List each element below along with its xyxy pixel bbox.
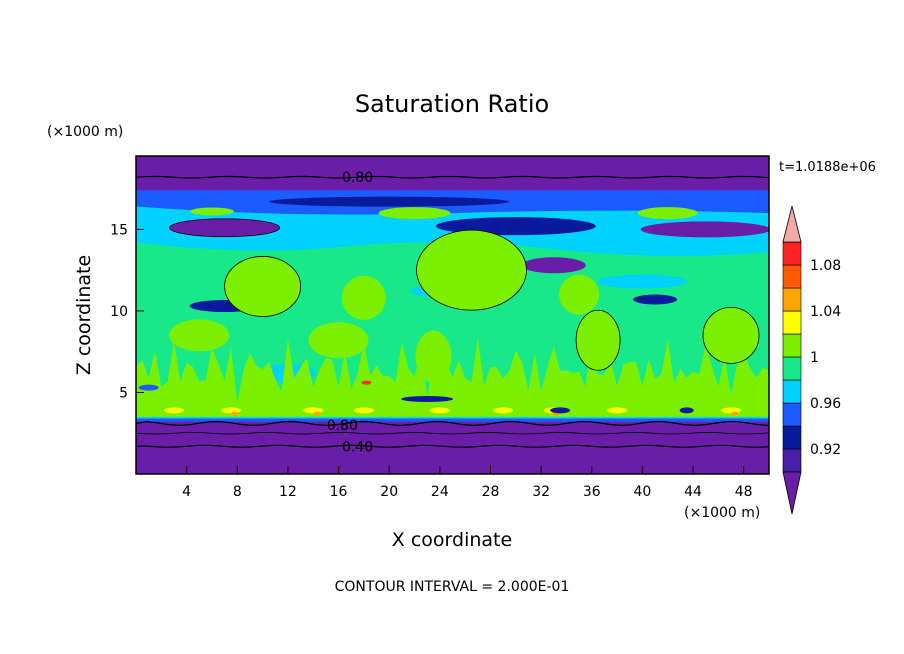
deep-blue-streak [550,407,571,414]
orange-speck [313,411,322,416]
contour-label: 0.80 [342,170,373,186]
deep-blue-streak [269,196,510,207]
x-tick-label: 8 [233,484,242,500]
blue-streak [138,384,159,391]
contour-line [224,256,302,317]
colorbar-swatch [782,356,802,381]
deep-blue-streak [679,407,694,414]
contour-line-060 [136,432,769,435]
lime-pocket [637,207,698,220]
colorbar-swatch [782,402,802,427]
yellow-speck [493,407,514,414]
x-tick-label: 24 [431,484,449,500]
colorbar-swatch [782,241,802,266]
lime-cloud [559,274,600,315]
cyan-patch [597,274,688,289]
deep-blue-pocket [633,294,678,305]
y-tick-label: 5 [119,385,128,401]
x-tick-label: 40 [633,484,651,500]
colorbar-swatch [782,448,802,473]
colorbar-under-triangle [782,471,802,515]
colorbar-tick-label: 1.04 [810,304,841,320]
x-axis-unit: (×1000 m) [684,505,760,521]
dry-streak [640,221,769,238]
contour-interval-footer: CONTOUR INTERVAL = 2.000E-01 [335,579,570,595]
yellow-speck [163,407,184,414]
x-tick-label: 4 [182,484,191,500]
lime-cloud [703,307,760,364]
dry-streak [169,218,280,237]
colorbar-tick-label: 0.92 [810,442,841,458]
contour-line-lower [136,420,769,427]
contour-line [169,218,281,238]
lime-plumes [136,337,769,417]
lime-cloud [308,322,369,359]
y-tick-label: 10 [110,304,128,320]
colorbar-swatch [782,264,802,289]
lime-pocket [378,207,451,220]
x-axis-label: X coordinate [392,529,512,551]
contour-label: 0.40 [342,439,373,455]
y-tick-label: 15 [110,222,128,238]
lime-pocket [189,207,234,216]
x-tick-label: 12 [279,484,297,500]
x-tick-label: 48 [735,484,753,500]
lime-cloud [416,230,527,311]
colorbar-swatch [782,379,802,404]
red-speck [361,380,372,385]
lime-cloud [341,275,386,320]
lime-cloud [576,310,621,371]
dry-pocket [521,257,586,274]
y-axis-unit: (×1000 m) [47,124,123,140]
contour-line-upper [136,175,769,179]
contour-line [416,229,527,311]
x-tick-label: 28 [482,484,500,500]
contour-line [575,309,621,371]
yellow-speck [429,407,450,414]
x-tick-label: 16 [330,484,348,500]
chart-title: Saturation Ratio [355,90,549,118]
x-tick-label: 32 [532,484,550,500]
orange-speck [230,411,239,416]
colorbar-swatch [782,333,802,358]
colorbar: 1.08 1.04 1 0.96 0.92 [782,205,841,515]
colorbar-swatch [782,425,802,450]
x-axis-ticks: 4 8 12 16 20 24 28 32 36 40 44 48 [182,466,753,500]
saturation-field [136,156,769,474]
y-axis-label: Z coordinate [73,255,95,375]
orange-speck [730,411,739,416]
contour-label: 0.80 [327,418,358,434]
y-axis-ticks: 5 10 15 [110,222,144,401]
yellow-speck [607,407,628,414]
lower-dry-band [136,421,769,474]
contour-labels: 0.80 0.80 0.40 [327,170,373,455]
x-tick-label: 20 [380,484,398,500]
yellow-speck [353,407,374,414]
lime-cloud [169,319,230,352]
colorbar-swatch [782,310,802,335]
colorbar-tick-label: 1.08 [810,258,841,274]
plot-frame [135,155,770,475]
lime-cloud [224,256,301,317]
colorbar-over-triangle [782,205,802,243]
contour-line-040 [136,444,769,448]
contour-line [702,306,760,364]
colorbar-swatch [782,287,802,312]
colorbar-tick-label: 0.96 [810,396,841,412]
time-label: t=1.0188e+06 [779,160,876,175]
x-tick-label: 44 [684,484,702,500]
deep-blue-streak [401,395,454,402]
colorbar-tick-label: 1 [810,350,819,366]
x-tick-label: 36 [583,484,601,500]
